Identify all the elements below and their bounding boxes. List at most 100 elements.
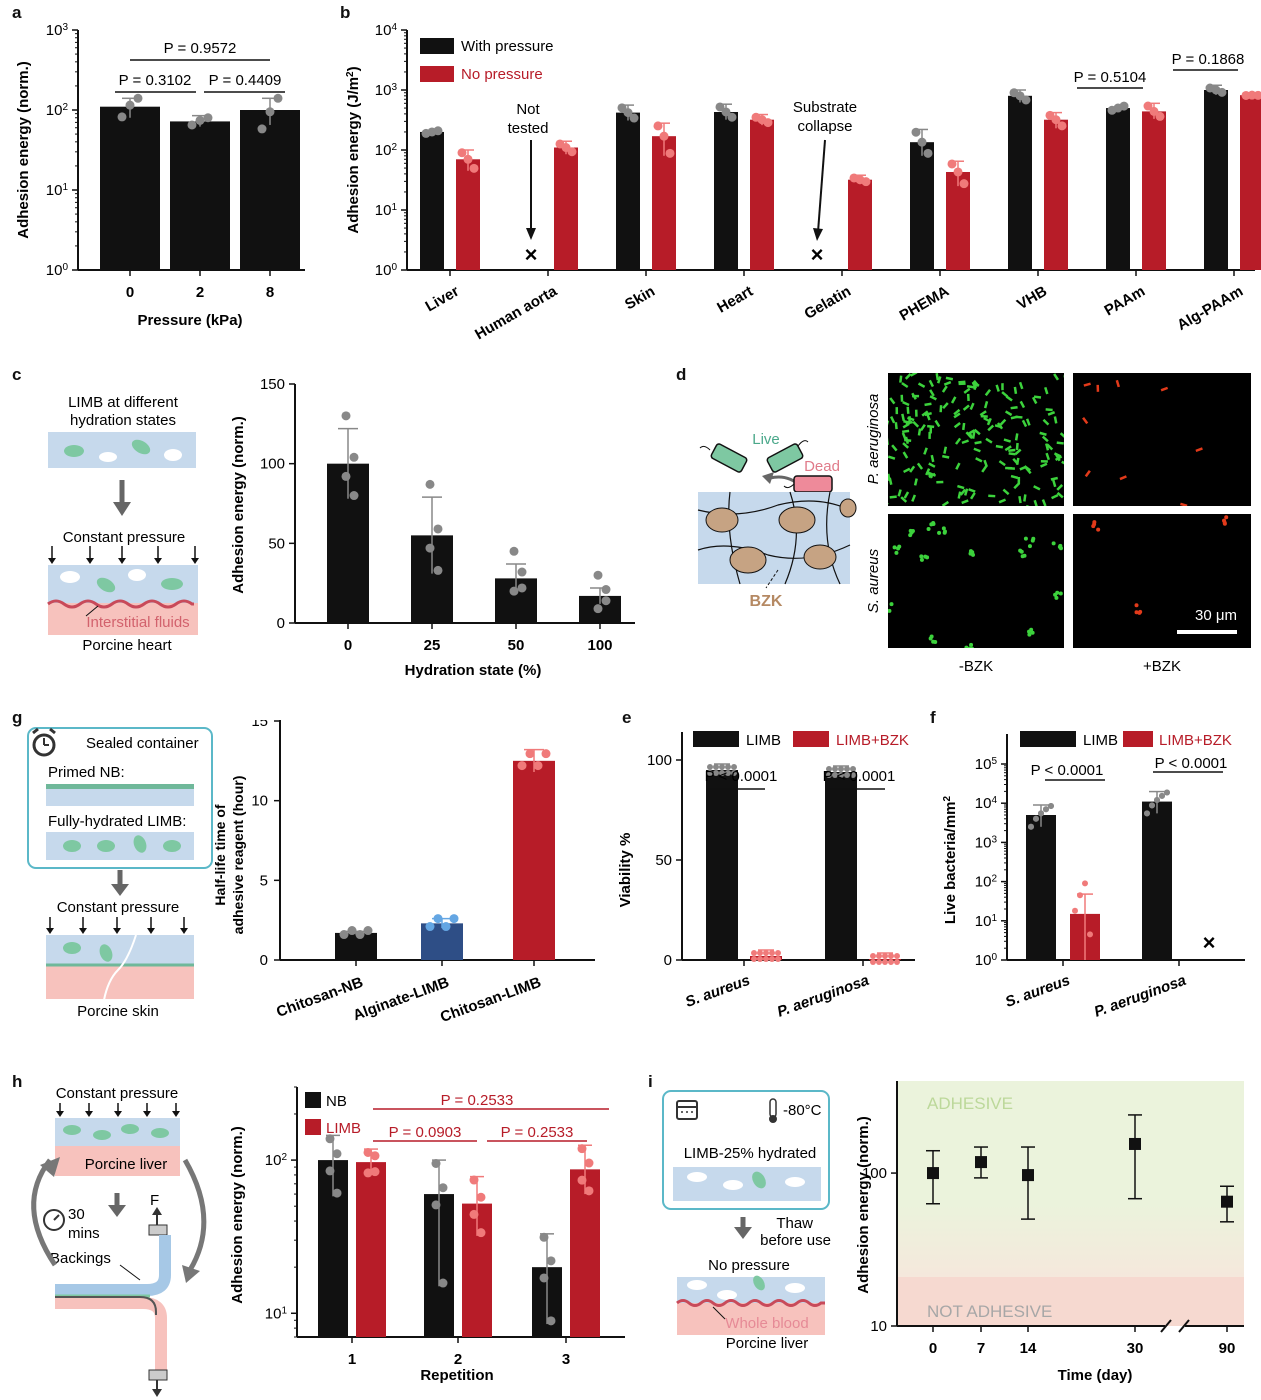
- legend-with-pressure: With pressure: [461, 38, 554, 55]
- point-c: [593, 570, 603, 580]
- a-ytick-label: 101: [46, 182, 69, 200]
- point-h: [546, 1256, 556, 1266]
- g-ytick-label: 0: [260, 952, 268, 969]
- bacterium: [1052, 479, 1057, 488]
- point-e: [775, 956, 781, 962]
- c-xtick-label: 50: [508, 637, 525, 654]
- substrate-collapse-cross: ×: [811, 242, 824, 267]
- micro-pa-plus-bzk: [1073, 373, 1251, 507]
- point-b: [953, 167, 963, 177]
- bacterium-cluster: [889, 602, 894, 607]
- schematic-c: LIMB at different hydration states Const…: [47, 394, 199, 654]
- point-h: [325, 1166, 335, 1176]
- bacterium: [986, 417, 992, 426]
- b-xtick-label: Gelatin: [801, 283, 854, 323]
- point-f: [1072, 907, 1078, 914]
- b-ytick-label: 101: [375, 202, 398, 220]
- bacterium: [924, 412, 932, 417]
- chart-h-legend: NB LIMB: [305, 1092, 361, 1137]
- bacterium: [1045, 443, 1050, 451]
- point-e: [751, 956, 757, 962]
- bacterium: [1044, 386, 1049, 395]
- point-e: [850, 772, 856, 778]
- bar-b-VHB-With pressure: [1008, 95, 1032, 270]
- bar-e-P. aeruginosa-LIMB: [825, 772, 857, 960]
- bacterium: [968, 488, 976, 493]
- freezer-container: [662, 1090, 830, 1210]
- bacterium: [929, 389, 935, 397]
- f-ytick-label: 104: [975, 795, 998, 813]
- point-b: [629, 113, 639, 123]
- point-h: [546, 1316, 556, 1326]
- bar-h-1-LIMB: [356, 1162, 386, 1337]
- bacterium: [900, 496, 908, 503]
- i-xtick-label: 30: [1127, 1340, 1144, 1357]
- point-g: [355, 930, 365, 940]
- micro-pa-minus-bzk: [883, 371, 1071, 510]
- bar-b-Alg-PAAm-With pressure: [1204, 90, 1228, 270]
- bar-b-Heart-With pressure: [714, 111, 738, 271]
- alarm-clock-icon: [32, 727, 56, 757]
- b-xtick-label: Skin: [622, 283, 658, 314]
- bacterium: [1015, 442, 1019, 451]
- panel-label-i: i: [648, 1072, 653, 1091]
- g-ytick-label: 10: [251, 793, 268, 810]
- schematic-c-tissue: Porcine heart: [82, 637, 172, 654]
- schematic-g-primed: Primed NB:: [48, 764, 125, 781]
- c-ytick-label: 100: [260, 456, 285, 473]
- point-i-day-7: [975, 1156, 987, 1169]
- schematic-i-thaw-2: before use: [760, 1232, 831, 1249]
- bacterium: [925, 468, 931, 476]
- pvalue-b-2: P = 0.1868: [1172, 51, 1245, 68]
- bacterium: [1160, 386, 1169, 392]
- bacterium: [961, 499, 969, 505]
- bacterium: [1045, 452, 1051, 461]
- down-arrow-icon: [113, 502, 131, 516]
- bacterium: [901, 429, 910, 434]
- bacterium: [934, 419, 941, 428]
- bacterium: [895, 407, 899, 415]
- schematic-c-fluids: Interstitial fluids: [86, 614, 189, 631]
- micro-sa-minus-bzk: [882, 514, 1064, 651]
- bacterium-cluster: [931, 521, 936, 526]
- bacterium: [903, 491, 910, 499]
- bacterium: [973, 447, 981, 453]
- point-a: [117, 112, 127, 122]
- note-not-tested-2: tested: [508, 120, 549, 137]
- bacterium: [1055, 454, 1061, 462]
- bacterium: [1012, 458, 1019, 465]
- chart-e: 0 50 100 S. aureus P. aeruginosa Viability …: [617, 731, 915, 1021]
- pvalue-h-3: P = 0.2533: [501, 1124, 574, 1141]
- point-e: [876, 953, 882, 959]
- point-h: [370, 1167, 380, 1177]
- bacterium: [1051, 494, 1059, 500]
- bacterium: [972, 381, 980, 387]
- chart-f-legend: LIMB LIMB+BZK: [1020, 731, 1232, 749]
- bacterium: [909, 465, 916, 473]
- bacterium: [1017, 477, 1021, 485]
- bacterium: [1040, 462, 1048, 468]
- chart-f: 100 101 102 103 104 105 S. aureus P. aeruginos…: [942, 731, 1245, 1021]
- bacterium: [955, 462, 961, 470]
- bacterium: [998, 460, 1006, 467]
- point-e: [725, 770, 731, 776]
- point-g: [533, 761, 543, 771]
- c-ytick-label: 0: [277, 615, 285, 632]
- chart-b-legend: With pressure No pressure: [420, 38, 554, 83]
- bacterium: [899, 375, 903, 383]
- f-xtick-label: P. aeruginosa: [1092, 972, 1188, 1021]
- point-b: [1155, 111, 1165, 121]
- bacterium-cluster: [926, 526, 931, 531]
- chart-b-ylabel: Adhesion energy (J/m2): [345, 66, 363, 233]
- b-xtick-label: VHB: [1014, 283, 1050, 314]
- bacterium: [969, 492, 976, 500]
- bacterium: [902, 451, 909, 459]
- bacterium: [998, 498, 1007, 504]
- point-c: [509, 546, 519, 556]
- thermometer-icon: [769, 1098, 777, 1123]
- bacterium: [943, 380, 952, 386]
- bacterium: [903, 467, 911, 474]
- bacterium: [995, 444, 1004, 449]
- chart-f-pvalues: P < 0.0001 P < 0.0001: [1031, 755, 1227, 781]
